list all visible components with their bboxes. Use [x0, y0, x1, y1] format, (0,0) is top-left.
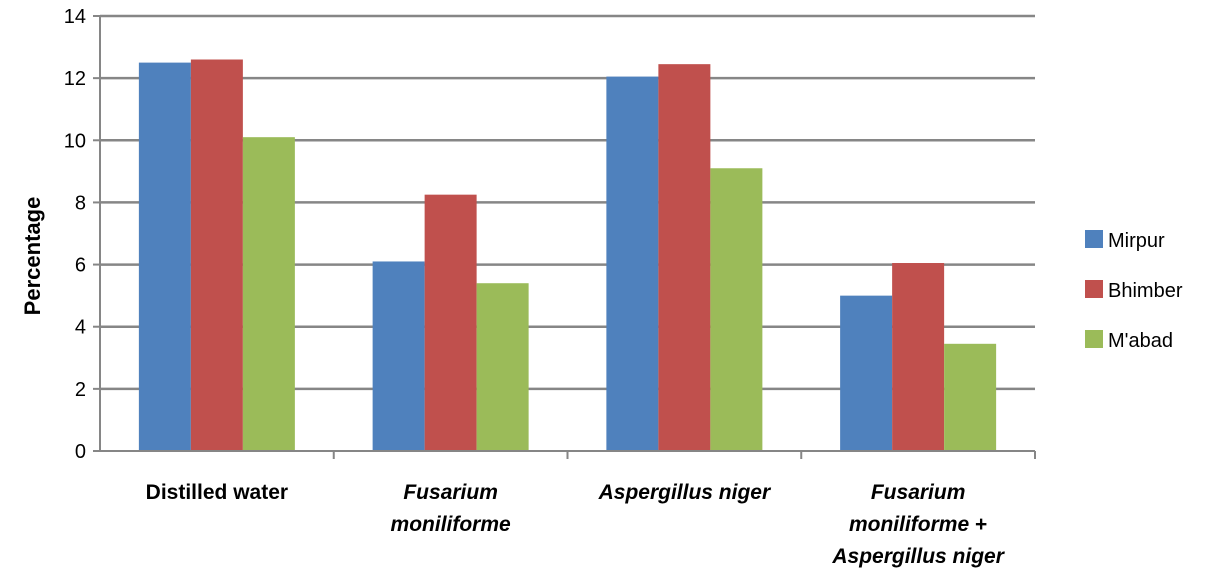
bar-bhimber — [190, 59, 243, 451]
y-tick-labels: 0 2 4 6 8 10 12 14 — [64, 6, 86, 463]
y-tick-label: 2 — [75, 379, 86, 401]
bar-m-abad — [476, 283, 529, 451]
bar-mirpur — [138, 62, 191, 451]
x-category-label: Aspergillus niger — [831, 545, 1005, 568]
x-category-label: moniliforme + — [849, 513, 987, 536]
bar-m-abad — [944, 343, 997, 451]
x-category-label: moniliforme — [391, 513, 511, 536]
bar-mirpur — [606, 76, 659, 451]
x-category-label: Aspergillus niger — [598, 481, 772, 504]
y-tick-label: 8 — [75, 192, 86, 214]
bar-mirpur — [840, 295, 893, 451]
bar-bhimber — [658, 64, 711, 452]
x-category-labels: Distilled water Fusarium moniliforme Asperg… — [146, 481, 1006, 568]
legend-swatch — [1085, 330, 1103, 348]
legend-swatch — [1085, 280, 1103, 298]
x-category-label: Fusarium — [871, 481, 966, 504]
axes — [93, 15, 1036, 459]
bar-mirpur — [372, 261, 425, 451]
legend-label: Bhimber — [1108, 280, 1183, 302]
y-tick-label: 6 — [75, 255, 86, 277]
legend: Mirpur Bhimber M'abad — [1085, 230, 1183, 352]
y-tick-label: 14 — [64, 6, 86, 28]
y-tick-label: 12 — [64, 68, 86, 90]
legend-swatch — [1085, 230, 1103, 248]
x-category-label: Distilled water — [146, 481, 288, 504]
bar-bhimber — [424, 194, 477, 452]
legend-label: Mirpur — [1108, 230, 1165, 252]
x-category-label: Fusarium — [403, 481, 498, 504]
bar-m-abad — [242, 137, 295, 451]
y-tick-label: 0 — [75, 441, 86, 463]
y-tick-label: 4 — [75, 317, 86, 339]
bar-m-abad — [710, 168, 763, 451]
y-tick-label: 10 — [64, 130, 86, 152]
legend-label: M'abad — [1108, 330, 1173, 352]
bar-bhimber — [892, 263, 945, 451]
y-axis-label: Percentage — [20, 197, 45, 316]
bars — [138, 59, 997, 452]
